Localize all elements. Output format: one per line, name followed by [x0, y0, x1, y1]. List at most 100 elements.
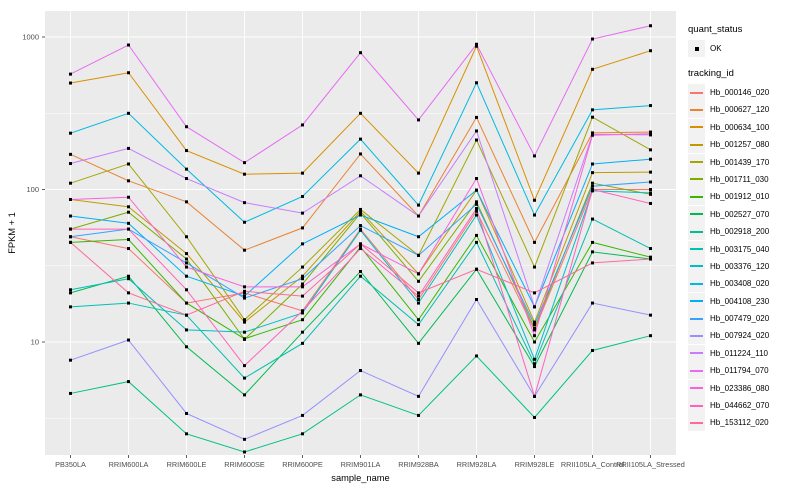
data-point	[533, 328, 536, 332]
data-point	[417, 235, 420, 239]
data-point	[69, 227, 72, 231]
data-point	[533, 320, 536, 324]
data-point	[475, 188, 478, 192]
data-point	[533, 334, 536, 338]
data-point	[301, 194, 304, 198]
data-point	[185, 261, 188, 265]
data-point	[649, 255, 652, 259]
data-point	[359, 137, 362, 141]
data-point	[301, 285, 304, 289]
legend-line-icon	[690, 317, 703, 320]
data-point	[301, 265, 304, 269]
data-point	[69, 152, 72, 156]
legend-line-icon	[690, 230, 703, 233]
data-point	[359, 369, 362, 373]
data-point	[591, 133, 594, 137]
legend-title-tracking-id: tracking_id	[688, 68, 734, 79]
data-point	[475, 42, 478, 46]
data-point	[185, 200, 188, 204]
data-point	[301, 282, 304, 286]
data-point	[69, 181, 72, 185]
data-point	[649, 130, 652, 134]
legend-line-icon	[690, 91, 703, 94]
legend-line-icon	[690, 161, 703, 164]
legend-item-Hb_001711_030: Hb_001711_030	[688, 170, 798, 188]
legend-line-icon	[690, 178, 703, 181]
data-point	[185, 149, 188, 153]
data-point	[243, 172, 246, 176]
data-point	[649, 104, 652, 108]
data-point	[243, 437, 246, 441]
legend-item-Hb_044662_070: Hb_044662_070	[688, 397, 798, 415]
data-point	[649, 49, 652, 53]
data-point	[359, 228, 362, 232]
data-point	[243, 450, 246, 454]
data-point	[533, 323, 536, 327]
data-point	[417, 341, 420, 345]
legend-item-quant-status-ok: OK	[688, 40, 798, 57]
point-marker-icon	[694, 46, 699, 51]
data-point	[591, 240, 594, 244]
data-point	[69, 235, 72, 239]
legend-item-label: Hb_023386_080	[710, 383, 770, 393]
legend-key-swatch	[688, 275, 705, 293]
legend-item-label: Hb_007924_020	[710, 331, 770, 341]
legend-line-icon	[690, 213, 703, 216]
data-point	[591, 301, 594, 305]
data-point	[69, 81, 72, 85]
data-point	[591, 67, 594, 71]
data-point	[417, 118, 420, 122]
legend-item-label: Hb_011794_070	[710, 366, 769, 376]
data-point	[475, 138, 478, 142]
legend: quant_status OK tracking_id Hb_000146_02…	[688, 24, 798, 432]
data-point	[475, 44, 478, 48]
data-point	[417, 291, 420, 295]
data-point	[591, 261, 594, 265]
data-point	[417, 318, 420, 322]
data-point	[649, 148, 652, 152]
legend-key-swatch	[688, 327, 705, 345]
data-point	[69, 391, 72, 395]
data-point	[127, 162, 130, 166]
data-point	[533, 291, 536, 295]
legend-key-swatch	[688, 397, 705, 415]
data-point	[243, 201, 246, 205]
data-point	[127, 291, 130, 295]
x-tick-label: RRIM928BA	[398, 460, 439, 469]
x-axis-title: sample_name	[331, 473, 389, 483]
data-point	[533, 357, 536, 361]
legend-item-label: Hb_004108_230	[710, 296, 770, 306]
data-point	[69, 291, 72, 295]
data-point	[591, 37, 594, 41]
data-point	[591, 171, 594, 175]
data-point	[69, 72, 72, 76]
data-point	[475, 233, 478, 237]
data-point	[185, 301, 188, 305]
legend-key-swatch	[688, 101, 705, 119]
data-point	[243, 220, 246, 224]
data-point	[359, 213, 362, 217]
data-point	[243, 161, 246, 165]
y-axis-title: FPKM + 1	[7, 212, 17, 254]
data-point	[301, 171, 304, 175]
data-point	[649, 334, 652, 338]
data-point	[649, 132, 652, 136]
data-point	[475, 202, 478, 206]
legend-key-swatch	[688, 84, 705, 101]
legend-item-Hb_000634_100: Hb_000634_100	[688, 118, 798, 136]
data-point	[533, 326, 536, 330]
legend-item-label: Hb_003376_120	[710, 261, 770, 271]
legend-item-label: Hb_001912_010	[710, 192, 770, 202]
legend-item-Hb_003408_020: Hb_003408_020	[688, 275, 798, 293]
data-point	[301, 226, 304, 230]
data-point	[359, 211, 362, 215]
data-point	[127, 205, 130, 209]
data-point	[533, 198, 536, 202]
legend-item-label: Hb_003408_020	[710, 279, 770, 289]
data-point	[243, 285, 246, 289]
data-point	[359, 245, 362, 249]
data-point	[69, 305, 72, 309]
data-point	[301, 277, 304, 281]
data-point	[417, 203, 420, 207]
legend-key-swatch	[688, 188, 705, 206]
